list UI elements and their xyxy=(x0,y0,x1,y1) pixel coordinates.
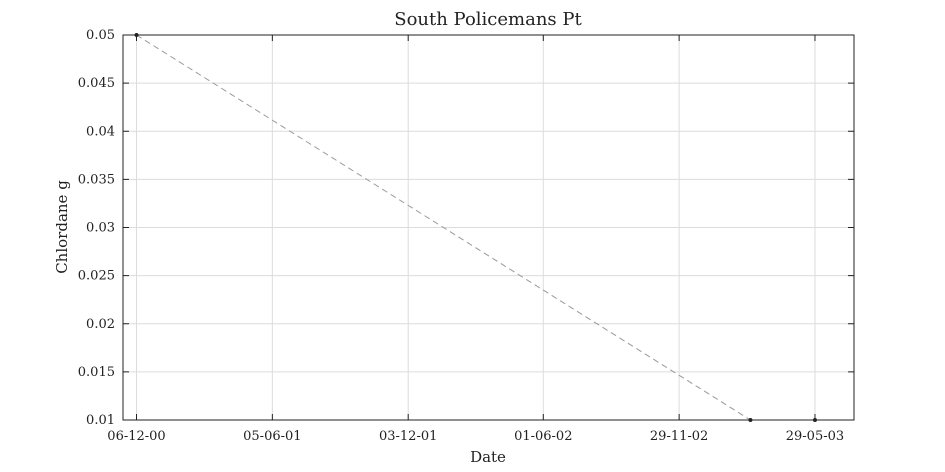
y-axis-label: Chlordane g xyxy=(53,180,71,274)
x-axis-label: Date xyxy=(470,448,506,466)
y-tick-label: 0.035 xyxy=(78,172,115,187)
x-tick-label: 03-12-01 xyxy=(379,429,437,444)
y-tick-label: 0.03 xyxy=(86,221,115,236)
y-tick-label: 0.02 xyxy=(86,317,115,332)
y-tick-label: 0.04 xyxy=(86,124,115,139)
x-tick-label: 29-11-02 xyxy=(650,429,708,444)
y-tick-label: 0.01 xyxy=(86,413,115,428)
x-tick-label: 01-06-02 xyxy=(514,429,572,444)
y-tick-label: 0.025 xyxy=(78,269,115,284)
chart-title: South Policemans Pt xyxy=(394,9,582,30)
ticks: 06-12-00 05-06-01 03-12-01 01-06-02 29-11-02… xyxy=(78,28,854,444)
y-tick-label: 0.045 xyxy=(78,76,115,91)
y-tick-label: 0.05 xyxy=(86,28,115,43)
y-tick-label: 0.015 xyxy=(78,365,115,380)
x-tick-label: 06-12-00 xyxy=(107,429,165,444)
x-tick-label: 05-06-01 xyxy=(243,429,301,444)
x-tick-label: 29-05-03 xyxy=(786,429,844,444)
